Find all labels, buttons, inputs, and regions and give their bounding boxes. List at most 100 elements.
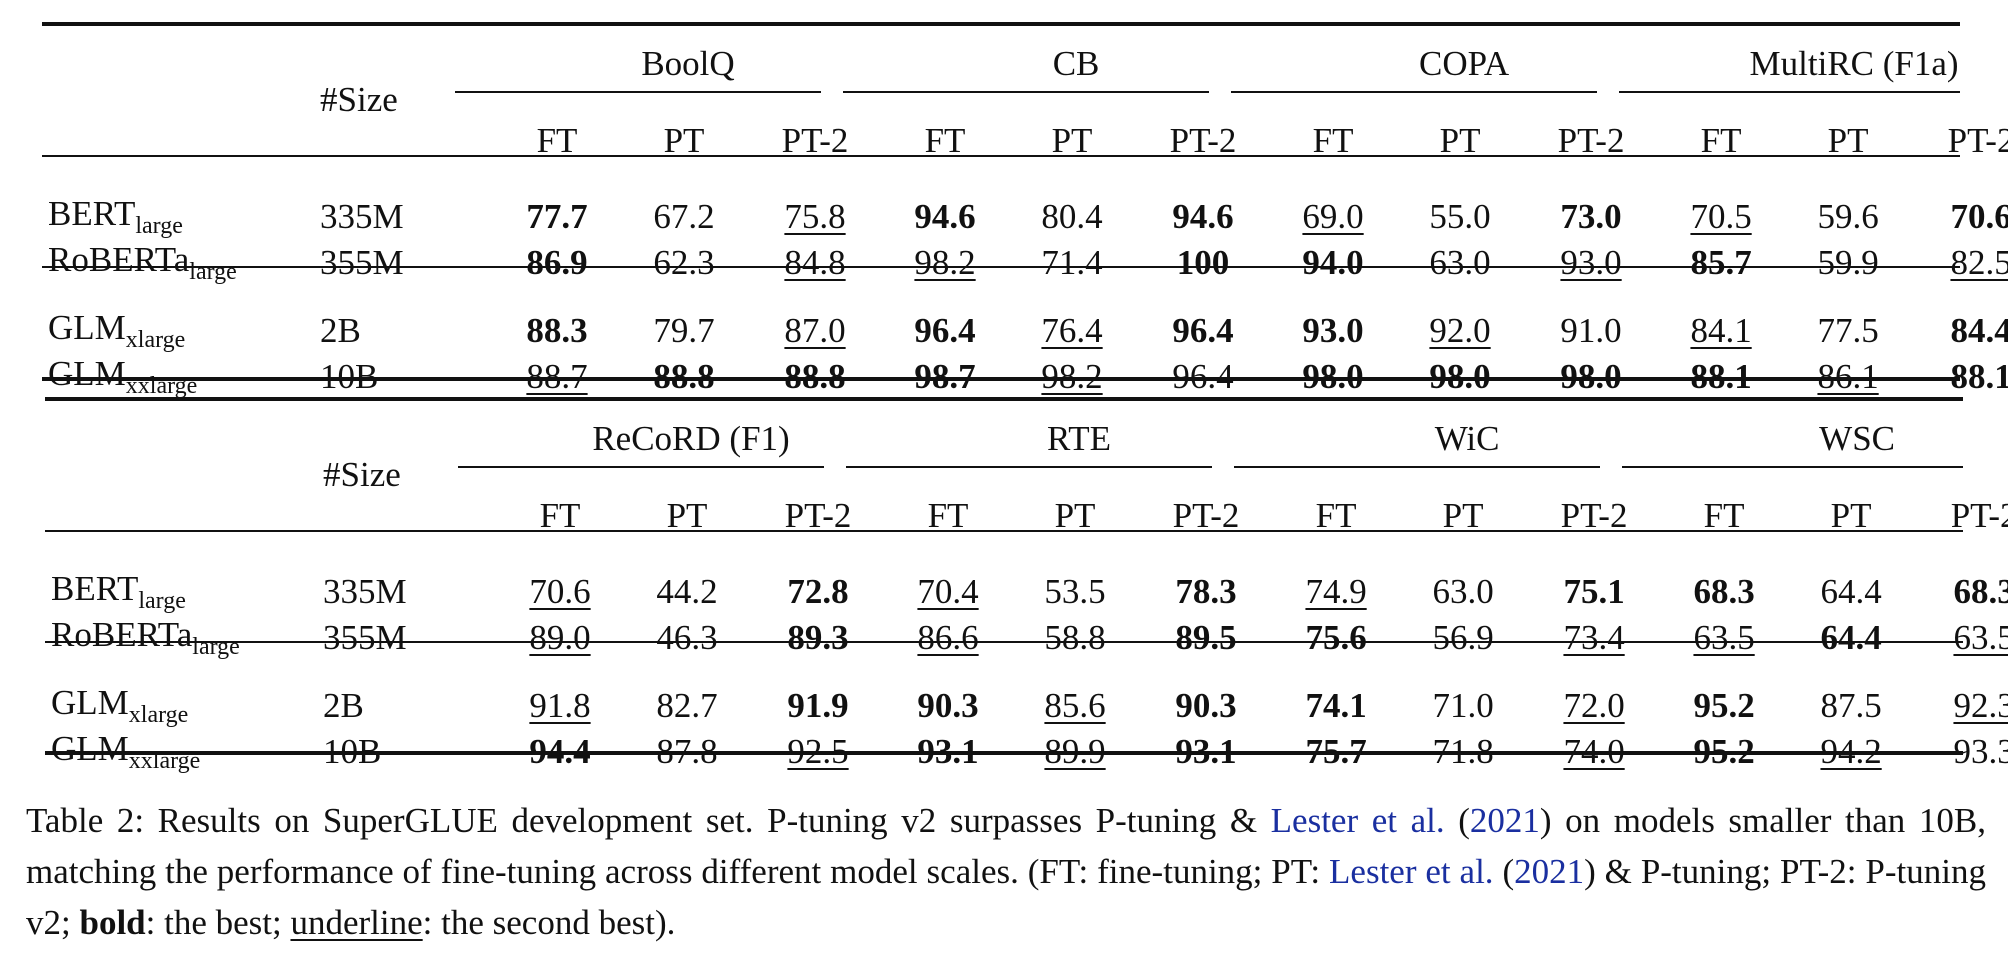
citation-year-link[interactable]: 2021 <box>1514 852 1585 891</box>
sub-header: PT-2 <box>1169 121 1237 160</box>
score-cell: 70.4 <box>885 549 1011 615</box>
score-cell: 91.8 <box>497 669 623 729</box>
results-table-2: #Size ReCoRD (F1) RTE WiC WSC FT PT PT-2… <box>45 401 2008 785</box>
score-value: 93.0 <box>1302 311 1364 350</box>
score-cell: 67.2 <box>620 174 748 240</box>
sub-header: PT-2 <box>1172 496 1240 535</box>
model-base-name: GLM <box>48 308 126 347</box>
score-value: 74.1 <box>1305 686 1367 725</box>
group-underline <box>1622 466 1963 468</box>
score-value: 96.4 <box>1172 357 1234 396</box>
model-size: 10B <box>320 357 379 396</box>
score-cell: 75.6 <box>1273 615 1399 669</box>
score-value: 58.8 <box>1044 618 1106 657</box>
score-cell: 89.0 <box>497 615 623 669</box>
sub-header: PT <box>1827 121 1869 160</box>
score-value: 56.9 <box>1432 618 1494 657</box>
score-value: 87.0 <box>784 311 846 350</box>
size-header: #Size <box>320 80 398 119</box>
score-cell: 59.9 <box>1784 240 1912 294</box>
score-cell: 70.6 <box>1912 174 2008 240</box>
score-value: 85.7 <box>1690 243 1752 282</box>
corner-cell <box>45 483 315 549</box>
score-cell: 58.8 <box>1011 615 1139 669</box>
caption-text: : the best; <box>145 903 291 942</box>
header-rule <box>42 155 1960 157</box>
score-cell: 70.5 <box>1658 174 1784 240</box>
results-table-1: #Size BoolQ CB COPA MultiRC (F1a) FT PT … <box>42 26 2008 410</box>
score-value: 88.1 <box>1690 357 1752 396</box>
score-cell: 63.0 <box>1399 549 1527 615</box>
score-value: 92.3 <box>1953 686 2008 725</box>
score-value: 75.6 <box>1305 618 1367 657</box>
model-base-name: BERT <box>48 194 136 233</box>
model-name: GLMxlarge <box>42 294 312 354</box>
score-cell: 86.9 <box>494 240 620 294</box>
table2-bottom-rule <box>45 751 1963 755</box>
score-cell: 94.6 <box>882 174 1008 240</box>
citation-link[interactable]: Lester et al. <box>1271 801 1445 840</box>
score-value: 84.1 <box>1690 311 1752 350</box>
score-cell: 94.6 <box>1136 174 1270 240</box>
score-cell: 63.0 <box>1396 240 1524 294</box>
score-cell: 71.8 <box>1399 729 1527 785</box>
score-cell: 93.0 <box>1524 240 1658 294</box>
sub-header: FT <box>1703 496 1745 535</box>
score-value: 98.2 <box>914 243 976 282</box>
group-header: ReCoRD (F1) <box>592 419 790 458</box>
score-cell: 93.1 <box>1139 729 1273 785</box>
model-size: 2B <box>320 311 361 350</box>
score-cell: 68.3 <box>1661 549 1787 615</box>
score-cell: 96.4 <box>1136 354 1270 410</box>
score-cell: 79.7 <box>620 294 748 354</box>
caption-lead: Table 2: Results on SuperGLUE developmen… <box>26 801 1271 840</box>
score-cell: 92.3 <box>1915 669 2008 729</box>
sub-header: PT-2 <box>1950 496 2008 535</box>
score-cell: 88.7 <box>494 354 620 410</box>
score-cell: 87.0 <box>748 294 882 354</box>
score-cell: 96.4 <box>882 294 1008 354</box>
model-name: BERTlarge <box>42 174 312 240</box>
score-cell: 96.4 <box>1136 294 1270 354</box>
score-cell: 73.0 <box>1524 174 1658 240</box>
table-row: BERTlarge 335M 70.6 44.2 72.8 70.4 53.5 78.3 74.… <box>45 549 2008 615</box>
score-value: 63.5 <box>1693 618 1755 657</box>
group-underline <box>1234 466 1600 468</box>
score-cell: 89.9 <box>1011 729 1139 785</box>
citation-year-link[interactable]: 2021 <box>1469 801 1540 840</box>
score-value: 64.4 <box>1820 572 1882 611</box>
score-cell: 98.0 <box>1524 354 1658 410</box>
model-size: 355M <box>320 243 404 282</box>
group-separator-rule <box>42 266 1960 268</box>
score-cell: 80.4 <box>1008 174 1136 240</box>
citation-authors: Lester et al. <box>1270 801 1445 840</box>
score-value: 90.3 <box>917 686 979 725</box>
caption-text: ) & P-tuning; PT-2: P-tuning v2; <box>26 852 1986 942</box>
sub-header: FT <box>1700 121 1742 160</box>
table-row: GLMxxlarge 10B 94.4 87.8 92.5 93.1 89.9 93.1 75.… <box>45 729 2008 785</box>
score-value: 74.9 <box>1305 572 1367 611</box>
group-underline <box>458 466 824 468</box>
score-value: 68.3 <box>1693 572 1755 611</box>
score-cell: 82.7 <box>623 669 751 729</box>
score-value: 100 <box>1176 243 1230 282</box>
score-cell: 84.8 <box>748 240 882 294</box>
score-value: 64.4 <box>1820 618 1882 657</box>
score-cell: 69.0 <box>1270 174 1396 240</box>
citation-link[interactable]: Lester et al. <box>1329 852 1494 891</box>
score-value: 73.0 <box>1560 197 1622 236</box>
score-cell: 74.9 <box>1273 549 1399 615</box>
table1-bottom-rule <box>42 377 1960 381</box>
score-value: 91.0 <box>1560 311 1622 350</box>
model-size-subscript: large <box>135 213 183 239</box>
score-cell: 55.0 <box>1396 174 1524 240</box>
sub-header: PT-2 <box>1560 496 1628 535</box>
score-value: 89.0 <box>529 618 591 657</box>
group-underline <box>843 91 1209 93</box>
score-value: 93.0 <box>1560 243 1622 282</box>
group-header: BoolQ <box>641 44 735 83</box>
score-cell: 77.5 <box>1784 294 1912 354</box>
score-value: 85.6 <box>1044 686 1106 725</box>
model-size: 335M <box>323 572 407 611</box>
score-cell: 92.5 <box>751 729 885 785</box>
